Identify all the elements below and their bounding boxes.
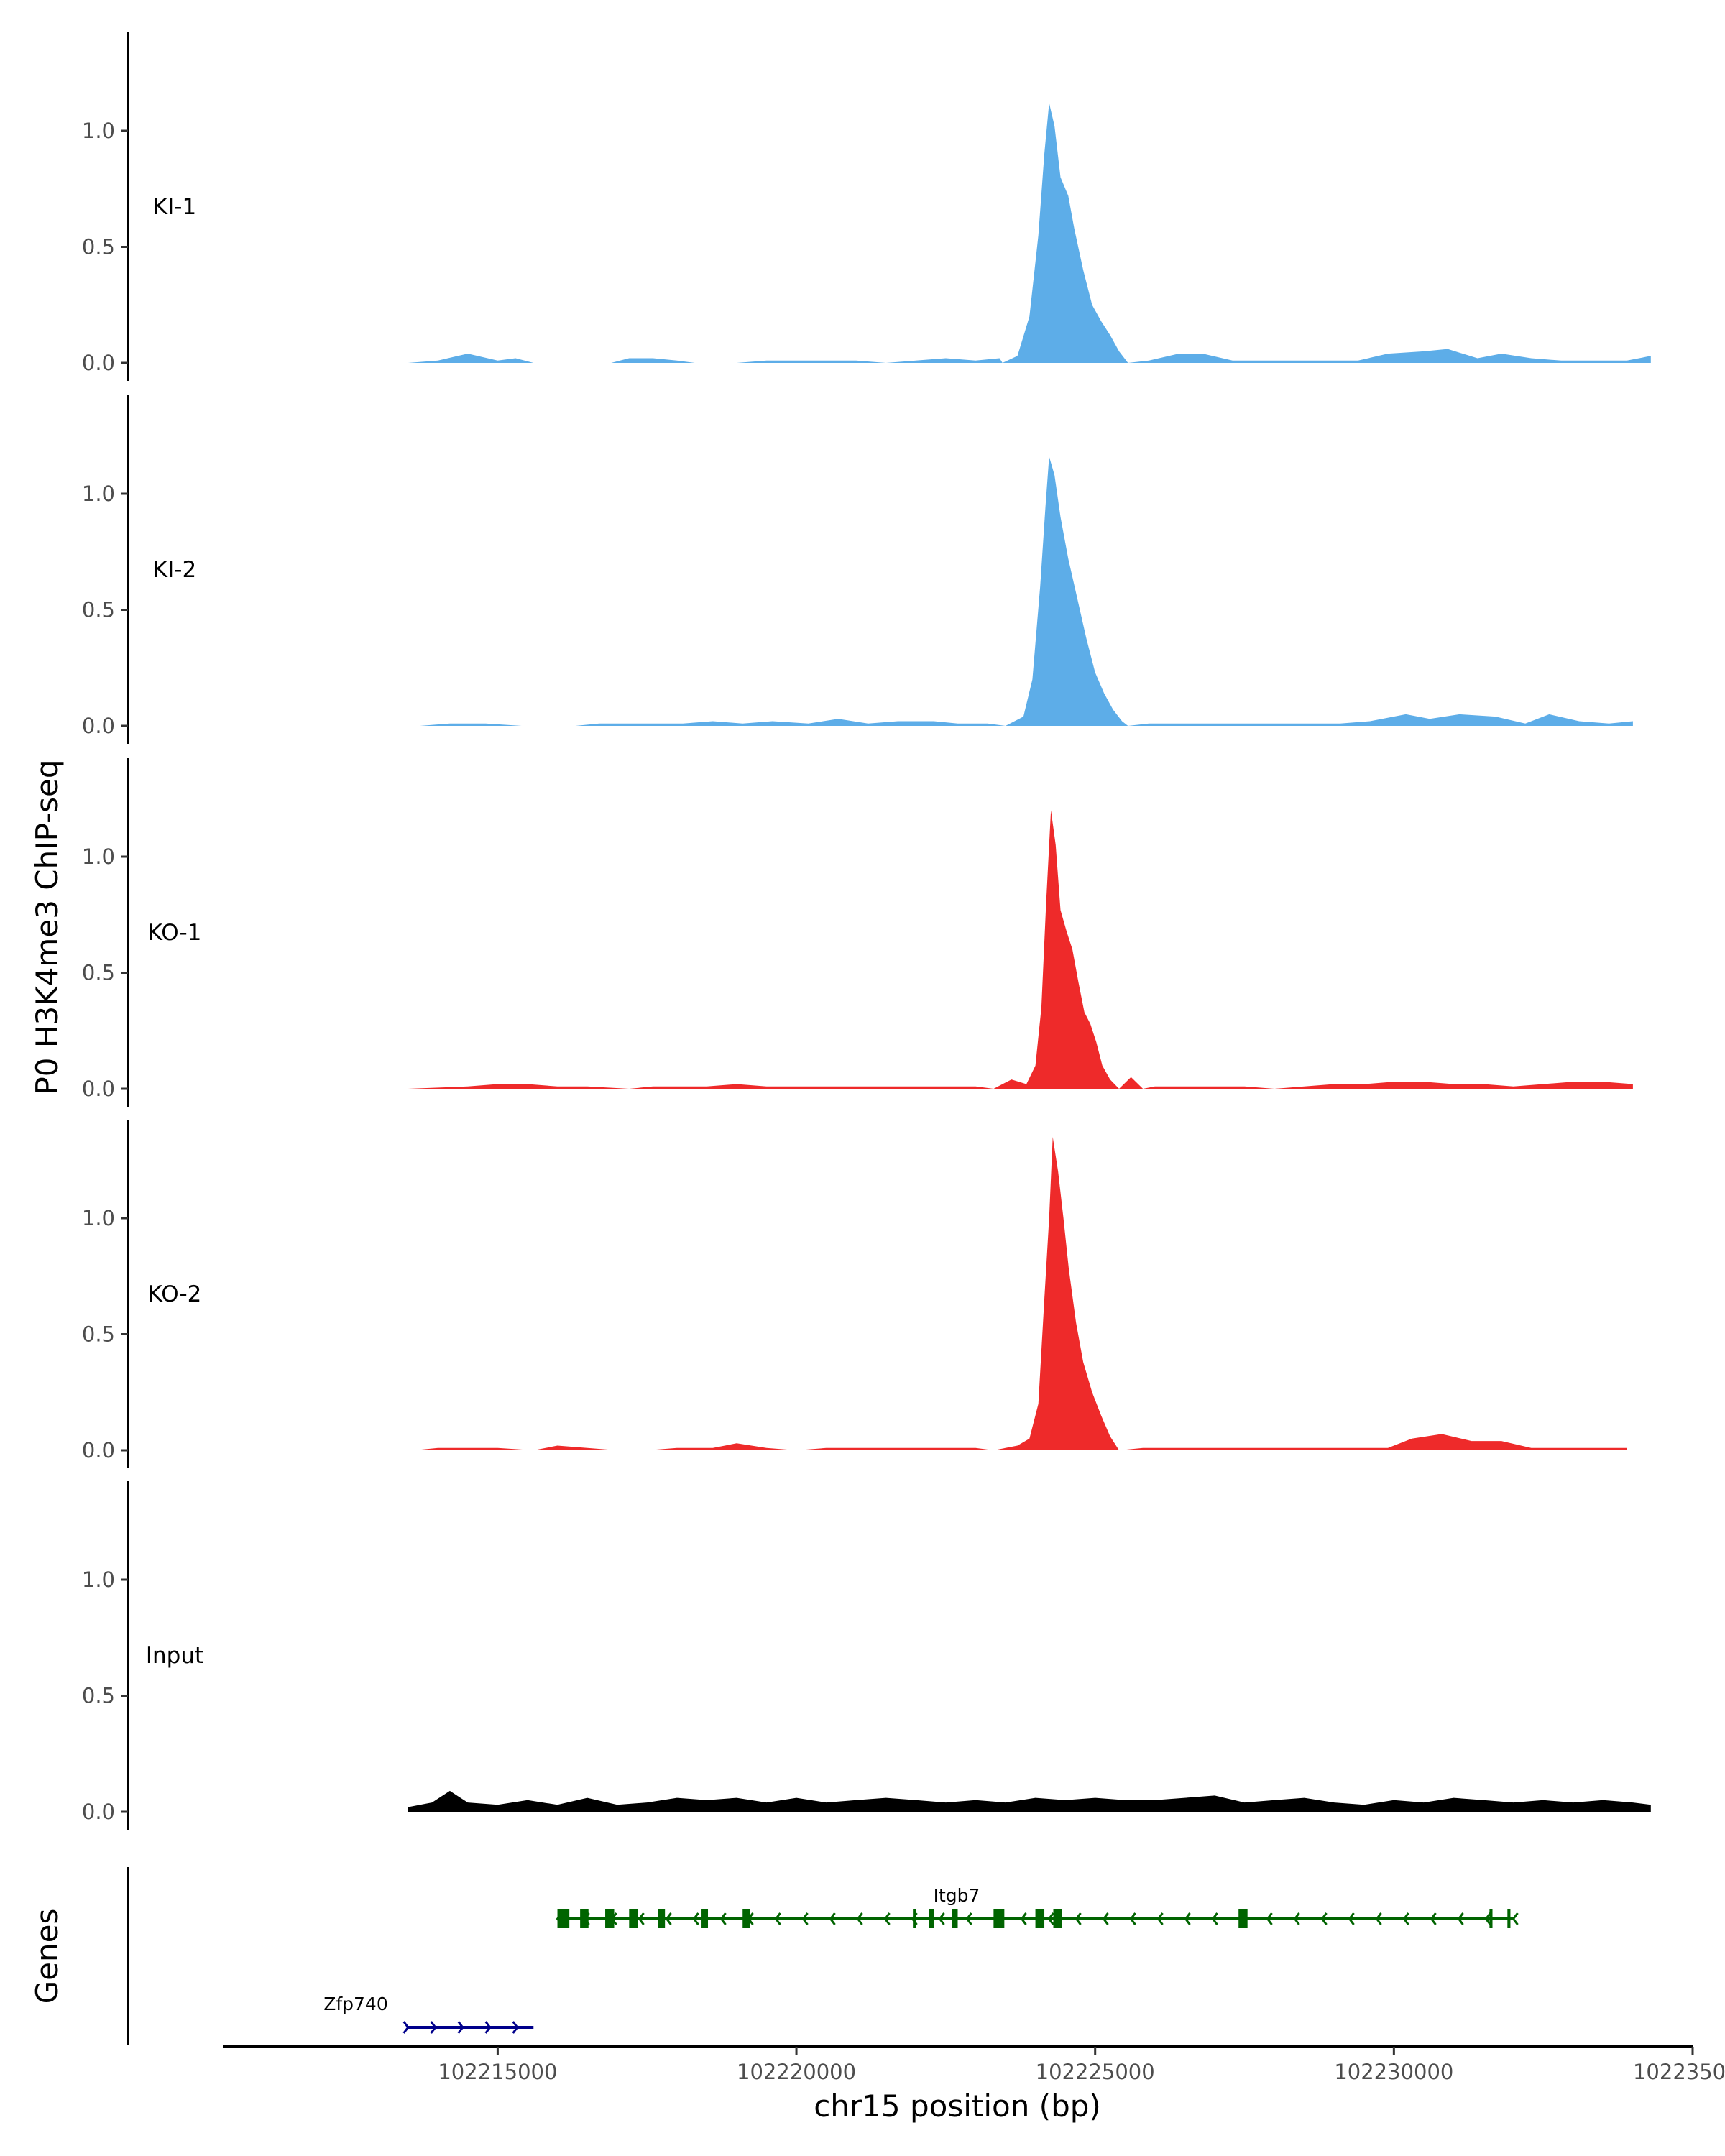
strand-chevron [1211, 1912, 1218, 1925]
strand-chevron [692, 1912, 699, 1925]
strand-chevron [1457, 1912, 1464, 1925]
strand-chevron [1129, 1912, 1136, 1925]
strand-chevron [1512, 1912, 1519, 1925]
exon [580, 1909, 589, 1928]
exon [701, 1909, 709, 1928]
signal-area-ki-2 [420, 456, 1633, 726]
gene-zfp740: Zfp740 [323, 1994, 534, 2034]
exon [1035, 1909, 1045, 1928]
x-tick-label: 102220000 [737, 2060, 856, 2084]
exon [1238, 1909, 1248, 1928]
y-tick-label: 0.5 [82, 961, 115, 985]
strand-chevron [774, 1912, 781, 1925]
strand-chevron [402, 2021, 410, 2034]
strand-chevron [829, 1912, 836, 1925]
strand-chevron [430, 2021, 437, 2034]
track-label: KI-1 [153, 194, 196, 220]
strand-chevron [856, 1912, 863, 1925]
strand-chevron [1266, 1912, 1273, 1925]
x-tick-label: 102215000 [438, 2060, 557, 2084]
y-tick-label: 0.0 [82, 714, 115, 738]
strand-chevron [1102, 1912, 1109, 1925]
strand-chevron [1348, 1912, 1355, 1925]
strand-chevron [638, 1912, 645, 1925]
exon [658, 1909, 666, 1928]
exon [993, 1909, 1005, 1928]
y-tick-label: 1.0 [82, 1206, 115, 1230]
strand-chevron [512, 2021, 519, 2034]
exon [557, 1909, 570, 1928]
genes-axis-title: Genes [29, 1909, 65, 2004]
exon [605, 1909, 615, 1928]
exon [1507, 1909, 1511, 1928]
strand-chevron [1293, 1912, 1300, 1925]
y-tick-label: 0.5 [82, 1684, 115, 1708]
y-tick-label: 1.0 [82, 1567, 115, 1592]
strand-chevron [1075, 1912, 1082, 1925]
signal-area-ko-2 [414, 1137, 1627, 1450]
strand-chevron [938, 1912, 945, 1925]
x-tick-label: 102225000 [1036, 2060, 1155, 2084]
y-axis-title: P0 H3K4me3 ChIP-seq [29, 759, 65, 1095]
strand-chevron [719, 1912, 727, 1925]
y-tick-label: 0.0 [82, 1077, 115, 1101]
strand-chevron [484, 2021, 492, 2034]
y-tick-label: 0.0 [82, 1800, 115, 1824]
x-axis-title: chr15 position (bp) [814, 2088, 1101, 2124]
track-label: KO-2 [148, 1281, 202, 1307]
exon [1489, 1909, 1493, 1928]
gene-name-label: Itgb7 [934, 1885, 980, 1906]
gene-name-label: Zfp740 [323, 1994, 388, 2014]
exon [629, 1909, 638, 1928]
strand-chevron [883, 1912, 891, 1925]
strand-chevron [965, 1912, 972, 1925]
strand-chevron [1375, 1912, 1382, 1925]
track-label: KI-2 [153, 557, 196, 583]
strand-chevron [1020, 1912, 1027, 1925]
track-input: 0.0 0.5 1.0 Input [82, 1481, 1651, 1830]
strand-chevron [665, 1912, 672, 1925]
track-ki-2: 0.0 0.5 1.0 KI-2 [82, 395, 1633, 744]
exon [913, 1909, 916, 1928]
genes-panel: Itgb7 Zfp740 [126, 1867, 1519, 2045]
strand-chevron [457, 2021, 464, 2034]
exon [952, 1909, 958, 1928]
strand-chevron [1402, 1912, 1409, 1925]
gene-itgb7: Itgb7 [556, 1885, 1519, 1928]
strand-chevron [1047, 1912, 1054, 1925]
x-axis: 102215000 102220000 102225000 102230000 1022… [223, 2045, 1725, 2084]
strand-chevron [1320, 1912, 1328, 1925]
x-tick-label: 102230000 [1334, 2060, 1453, 2084]
tracks-group: 0.00.51.0KI-10.00.51.0KI-20.00.51.0KO-10… [82, 32, 1651, 1830]
y-tick-label: 1.0 [82, 482, 115, 506]
y-tick-label: 0.5 [82, 598, 115, 622]
y-tick-label: 0.5 [82, 235, 115, 259]
signal-area-ko-1 [408, 810, 1633, 1089]
y-tick-label: 0.0 [82, 1438, 115, 1462]
y-tick-label: 0.0 [82, 351, 115, 375]
exon [1053, 1909, 1062, 1928]
track-label: KO-1 [148, 920, 202, 946]
y-tick-label: 0.5 [82, 1322, 115, 1347]
x-tick-label: 102235000 [1633, 2060, 1725, 2084]
strand-chevron [801, 1912, 809, 1925]
track-label: Input [146, 1643, 203, 1669]
y-tick-label: 1.0 [82, 119, 115, 143]
y-tick-label: 1.0 [82, 844, 115, 869]
track-ko-1: 0.0 0.5 1.0 KO-1 [82, 758, 1633, 1107]
track-ko-2: 0.0 0.5 1.0 KO-2 [82, 1120, 1627, 1468]
strand-chevron [1156, 1912, 1164, 1925]
signal-area-input [408, 1790, 1651, 1812]
track-ki-1: 0.0 0.5 1.0 KI-1 [82, 32, 1651, 381]
strand-chevron [1430, 1912, 1437, 1925]
signal-area-ki-1 [408, 103, 1651, 363]
exon [929, 1909, 934, 1928]
strand-chevron [1484, 1912, 1491, 1925]
exon [742, 1909, 750, 1928]
strand-chevron [1184, 1912, 1191, 1925]
